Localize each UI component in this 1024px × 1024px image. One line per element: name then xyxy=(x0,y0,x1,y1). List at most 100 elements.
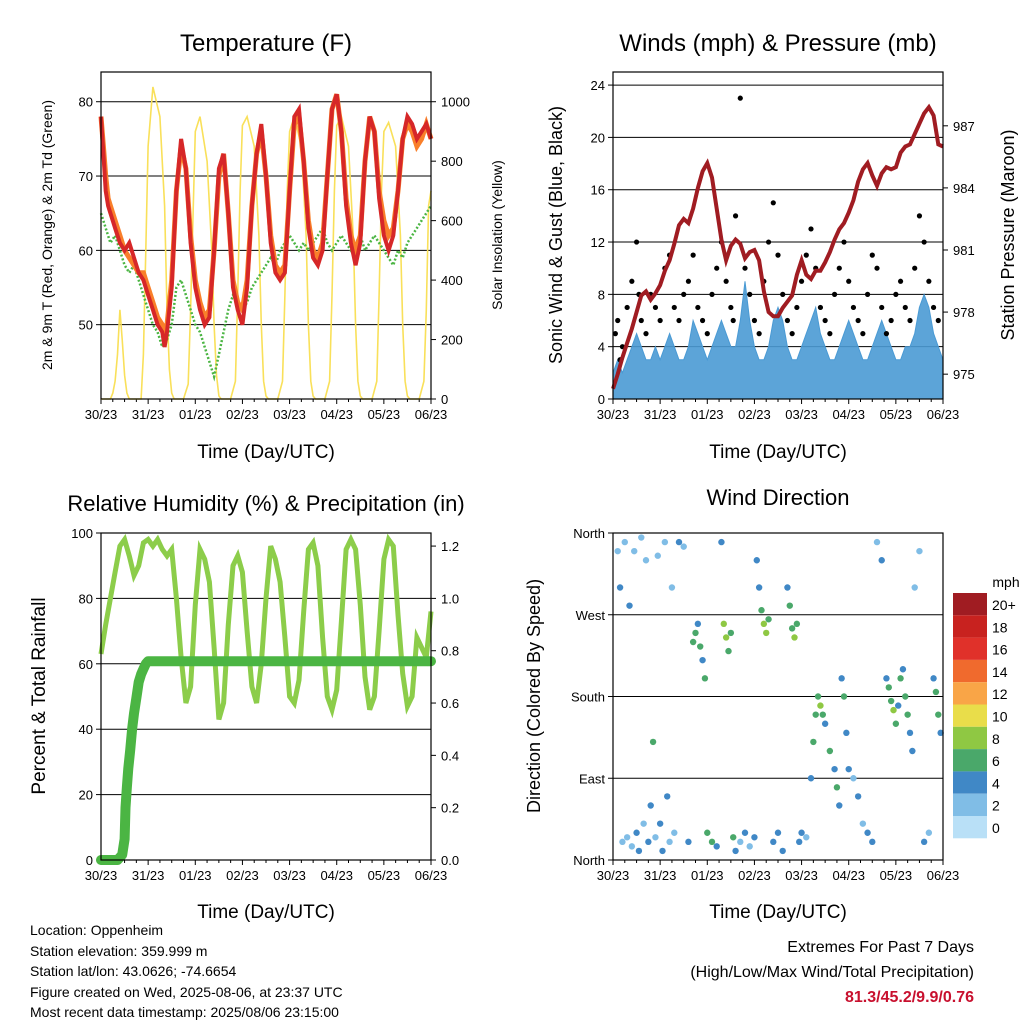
gust-point xyxy=(756,331,762,337)
y2-tick-label: 0.0 xyxy=(441,853,459,868)
direction-ylabel-left: Direction (Colored By Speed) xyxy=(524,579,544,813)
temperature-xlabel: Time (Day/UTC) xyxy=(197,442,335,463)
direction-point xyxy=(635,847,643,855)
y2-tick-label: 400 xyxy=(441,273,463,288)
y-tick-label: North xyxy=(573,853,605,868)
gust-point xyxy=(869,252,875,258)
gust-point xyxy=(699,317,706,324)
direction-point xyxy=(671,829,678,836)
legend-label: 8 xyxy=(992,731,1000,747)
direction-point xyxy=(689,638,697,646)
gust-point xyxy=(907,317,913,324)
direction-point xyxy=(760,620,768,628)
direction-point xyxy=(885,684,892,691)
gust-point xyxy=(633,239,640,245)
gust-point xyxy=(685,278,692,284)
direction-point xyxy=(649,738,657,746)
direction-point xyxy=(831,765,838,773)
legend-swatch xyxy=(953,682,987,705)
direction-point xyxy=(722,634,730,641)
gust-point xyxy=(808,226,814,232)
direction-point xyxy=(840,693,848,700)
direction-point xyxy=(845,765,852,773)
legend-label: 16 xyxy=(992,642,1008,658)
x-tick-label: 01/23 xyxy=(179,868,212,883)
direction-point xyxy=(616,584,624,591)
legend-swatch xyxy=(953,749,987,772)
gust-point xyxy=(874,265,880,271)
direction-point xyxy=(909,747,916,755)
direction-point xyxy=(675,538,683,546)
direction-point xyxy=(925,829,933,836)
x-tick-label: 01/23 xyxy=(179,407,212,422)
gust-point xyxy=(836,265,842,271)
gust-point xyxy=(695,304,701,311)
legend-label: 2 xyxy=(992,798,1000,814)
direction-point xyxy=(645,838,652,846)
gust-point xyxy=(926,278,932,284)
direction-point xyxy=(758,607,765,614)
gust-point xyxy=(803,252,809,258)
speed-legend: 20+ 18 16 14 12 10 8 6 4 2 0 xyxy=(953,593,1016,839)
direction-point xyxy=(812,711,819,718)
gust-point xyxy=(841,239,847,245)
y2-tick-label: 1000 xyxy=(441,95,470,110)
gust-point xyxy=(935,317,941,324)
x-tick-label: 03/23 xyxy=(273,407,306,422)
y-tick-label: 16 xyxy=(591,183,605,198)
gust-point xyxy=(681,291,687,297)
legend-label: 12 xyxy=(992,686,1008,702)
direction-panel: Wind Direction Time (Day/UTC) Direction … xyxy=(524,485,1020,923)
gust-point xyxy=(690,252,696,258)
x-tick-label: 30/23 xyxy=(597,407,630,422)
gust-point xyxy=(794,304,800,311)
direction-point xyxy=(680,543,687,550)
direction-point xyxy=(906,729,914,737)
direction-point xyxy=(826,747,834,755)
x-tick-label: 03/23 xyxy=(273,868,306,883)
x-tick-label: 31/23 xyxy=(132,407,165,422)
direction-point xyxy=(623,834,631,841)
direction-point xyxy=(741,829,749,836)
y-tick-label: 20 xyxy=(79,788,93,803)
gust-point xyxy=(860,331,866,337)
temp-2m-line xyxy=(99,93,433,348)
y2-tick-label: 984 xyxy=(953,181,975,196)
gust-point xyxy=(657,317,663,324)
x-tick-label: 06/23 xyxy=(927,868,960,883)
plot-frame xyxy=(100,532,432,861)
direction-point xyxy=(732,847,739,855)
y2-tick-label: 975 xyxy=(953,367,975,382)
direction-point xyxy=(791,634,798,641)
direction-point xyxy=(692,629,699,637)
x-tick-label: 05/23 xyxy=(880,407,913,422)
direction-point xyxy=(718,538,725,546)
temperature-ylabel-left: 2m & 9m T (Red, Orange) & 2m Td (Green) xyxy=(39,100,55,370)
direction-point xyxy=(664,793,671,800)
direction-point xyxy=(755,584,763,591)
y-tick-label: 0 xyxy=(598,392,605,407)
gust-point xyxy=(897,278,904,284)
direction-point xyxy=(793,620,801,628)
direction-point xyxy=(854,793,862,800)
winds-title: Winds (mph) & Pressure (mb) xyxy=(619,30,936,57)
y2-tick-label: 0.8 xyxy=(441,644,459,659)
direction-point xyxy=(642,557,650,564)
gust-point xyxy=(676,317,682,324)
latest-timestamp-text: Most recent data timestamp: 2025/08/06 2… xyxy=(30,1004,339,1020)
gust-point xyxy=(822,317,828,324)
humidity-line xyxy=(98,533,434,721)
legend-label: 14 xyxy=(992,664,1008,680)
direction-point xyxy=(911,584,918,591)
y-tick-label: 60 xyxy=(79,657,93,672)
dewpoint-line xyxy=(99,205,433,382)
direction-point xyxy=(633,829,640,836)
direction-point xyxy=(708,838,716,846)
legend-swatch xyxy=(953,704,987,727)
y-tick-label: 100 xyxy=(71,526,93,541)
gust-point xyxy=(629,278,635,284)
x-tick-label: 30/23 xyxy=(85,868,118,883)
direction-point xyxy=(619,838,626,846)
y-tick-label: East xyxy=(579,771,605,786)
x-tick-label: 05/23 xyxy=(368,407,401,422)
